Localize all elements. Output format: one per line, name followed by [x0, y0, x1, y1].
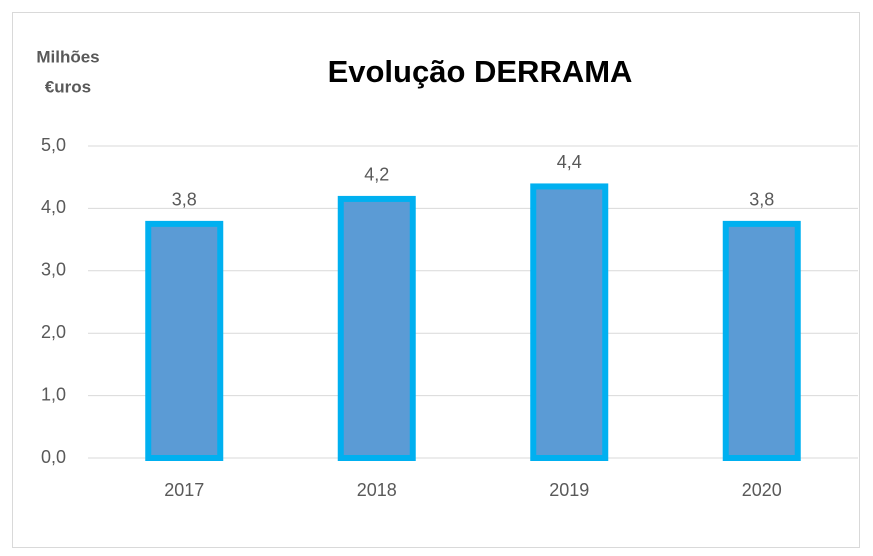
- x-tick-label: 2018: [357, 480, 397, 500]
- value-label: 3,8: [172, 190, 197, 210]
- y-tick-label: 0,0: [41, 447, 66, 467]
- y-tick-label: 5,0: [41, 135, 66, 155]
- bar: [145, 220, 224, 461]
- y-tick-label: 4,0: [41, 197, 66, 217]
- value-label: 4,2: [364, 165, 389, 185]
- y-axis-label: €uros: [45, 77, 91, 96]
- y-tick-label: 3,0: [41, 260, 66, 280]
- y-axis-label: Milhões: [36, 47, 99, 66]
- bar: [530, 183, 609, 461]
- bar: [337, 195, 416, 461]
- chart-title: Evolução DERRAMA: [328, 54, 633, 89]
- y-tick-label: 1,0: [41, 384, 66, 404]
- value-label: 3,8: [749, 190, 774, 210]
- x-tick-label: 2019: [549, 480, 589, 500]
- x-tick-label: 2020: [742, 480, 782, 500]
- bar: [722, 220, 801, 461]
- x-tick-label: 2017: [164, 480, 204, 500]
- y-tick-label: 2,0: [41, 322, 66, 342]
- value-label: 4,4: [557, 152, 582, 172]
